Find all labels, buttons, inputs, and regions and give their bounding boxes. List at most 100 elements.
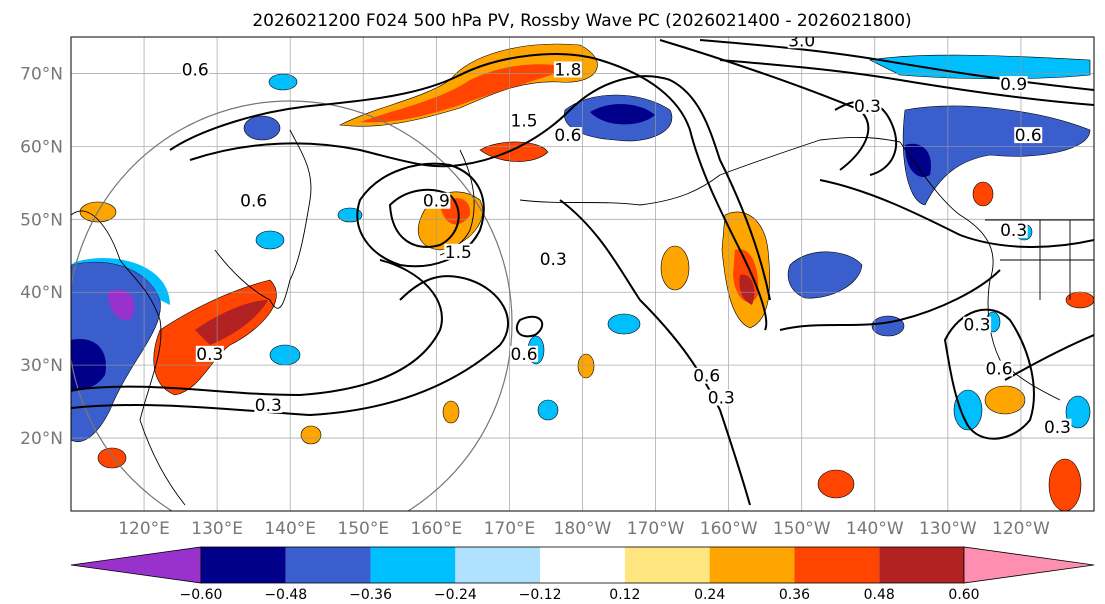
contour-label-bg <box>539 251 568 268</box>
contour-label-bg <box>254 396 283 413</box>
colorbar-segment <box>709 547 795 583</box>
colorbar-segment <box>285 547 371 583</box>
colorbar-tick-label: −0.12 <box>519 587 562 603</box>
contour-label-bg <box>853 97 882 114</box>
map-border <box>70 36 1095 512</box>
pos-anomaly-small-4 <box>97 447 127 469</box>
colorbar-segment <box>794 547 880 583</box>
lat-tick-label: 20°N <box>20 429 63 449</box>
contour-label-bg <box>999 76 1028 93</box>
lon-tick-label: 120°E <box>118 519 170 539</box>
colorbar-tick-label: 0.36 <box>779 587 810 603</box>
lon-tick-label: 160°E <box>411 519 463 539</box>
contour-label-bg <box>181 61 210 78</box>
colorbar-segment <box>370 547 456 583</box>
neg-anomaly-alaska-core <box>590 104 655 125</box>
contour-label: 0.3 <box>964 316 991 336</box>
contour-label: 0.6 <box>1015 126 1042 146</box>
lon-tick-label: 170°E <box>484 519 536 539</box>
pos-anomaly-north-arc-core <box>360 64 570 123</box>
neg-anomaly-small-1 <box>269 344 301 366</box>
contour-label: 0.6 <box>511 345 538 365</box>
contour-label: 0.6 <box>693 367 720 387</box>
contour-label: 0.3 <box>1000 221 1027 241</box>
neg-anomaly-canada <box>902 105 1091 206</box>
contour-label: 0.3 <box>540 250 567 270</box>
reference-circle <box>71 100 513 511</box>
lat-tick-label: 50°N <box>20 210 63 230</box>
colorbar-extend-min <box>70 546 202 584</box>
latitude-tick-labels: 70°N 60°N 50°N 40°N 30°N 20°N <box>20 64 63 449</box>
neg-anomaly-small-11 <box>337 207 363 223</box>
contour-label-bg <box>510 112 539 129</box>
contour-label: 0.3 <box>708 389 735 409</box>
neg-anomaly-small-5 <box>871 315 905 337</box>
lat-tick-label: 60°N <box>20 137 63 157</box>
colorbar-tick-label: 0.60 <box>948 587 979 603</box>
lon-tick-label: 150°W <box>773 519 831 539</box>
pos-anomaly-small-8 <box>577 353 595 379</box>
colorbar-tick-label: −0.48 <box>264 587 307 603</box>
contour-label-bg <box>692 367 721 384</box>
contour-label: 1.8 <box>554 60 581 80</box>
colorbar-segment <box>879 547 964 583</box>
colorbar-tick-label: −0.60 <box>180 587 223 603</box>
lon-tick-label: 180°W <box>554 519 612 539</box>
longitude-tick-labels: 120°E 130°E 140°E 150°E 160°E 170°E 180°W 170°W… <box>118 519 1050 539</box>
pos-anomaly-small-1 <box>660 245 690 291</box>
neg-anomaly-small-3 <box>243 115 281 141</box>
pos-anomaly-small-10 <box>300 425 322 445</box>
lon-tick-label: 150°E <box>337 519 389 539</box>
lon-tick-label: 170°W <box>627 519 685 539</box>
colorbar-tick-labels: −0.60 −0.48 −0.36 −0.24 −0.12 0.12 0.24 0.36 0.4… <box>180 587 980 603</box>
pos-anomaly-small-7 <box>972 181 994 207</box>
pos-anomaly-central-dark <box>739 274 755 305</box>
lon-tick-label: 140°E <box>264 519 316 539</box>
contour-label: 0.6 <box>554 126 581 146</box>
lat-tick-label: 40°N <box>20 283 63 303</box>
pos-anomaly-small-6 <box>984 385 1026 415</box>
contour-labels: 0.30.60.30.91.51.51.80.60.60.33.00.30.90… <box>181 31 1072 438</box>
contour-label: 1.5 <box>445 243 472 263</box>
pos-anomaly-small-9 <box>442 400 460 424</box>
contour-label: 0.3 <box>1044 418 1071 438</box>
colorbar-tick-label: 0.12 <box>609 587 640 603</box>
contour-label-bg <box>444 243 473 260</box>
contour-label: 0.3 <box>255 396 282 416</box>
contour-label-bg <box>1014 127 1043 144</box>
colorbar-tick-label: −0.24 <box>434 587 477 603</box>
neg-anomaly-west-halo <box>71 257 170 305</box>
contour-label: 0.9 <box>423 192 450 212</box>
contour-label-bg <box>553 61 582 78</box>
colorbar-segment <box>624 547 710 583</box>
coastlines <box>71 129 1094 506</box>
chart-title: 2026021200 F024 500 hPa PV, Rossby Wave … <box>252 11 911 31</box>
contour-label: 0.6 <box>240 192 267 212</box>
contour-label: 0.3 <box>196 345 223 365</box>
colorbar-extend-max <box>963 546 1095 584</box>
contour-label-bg <box>239 192 268 209</box>
contour-label-bg <box>553 127 582 144</box>
lon-tick-label: 160°W <box>700 519 758 539</box>
neg-anomaly-northeast <box>869 54 1091 80</box>
colorbar-tick-label: 0.24 <box>694 587 725 603</box>
contour-label-bg <box>999 221 1028 238</box>
neg-anomaly-west <box>71 261 161 442</box>
contour-label-bg <box>787 37 816 49</box>
pos-anomaly-small-3 <box>817 469 855 499</box>
contour-label-bg <box>707 389 736 406</box>
lat-tick-label: 30°N <box>20 356 63 376</box>
lat-tick-label: 70°N <box>20 64 63 84</box>
neg-anomaly-small-8 <box>537 399 559 421</box>
colorbar-segment <box>201 547 286 583</box>
neg-anomaly-west-purple <box>108 289 135 320</box>
contour-label: 3.0 <box>788 31 815 51</box>
pos-anomaly-small-2 <box>1048 458 1082 511</box>
neg-anomaly-small-4 <box>255 230 285 250</box>
colorbar <box>70 546 1095 584</box>
neg-anomaly-canada-core <box>905 143 931 177</box>
lon-tick-label: 140°W <box>846 519 904 539</box>
contour-label-bg <box>1043 418 1072 435</box>
contour-label-bg <box>963 316 992 333</box>
